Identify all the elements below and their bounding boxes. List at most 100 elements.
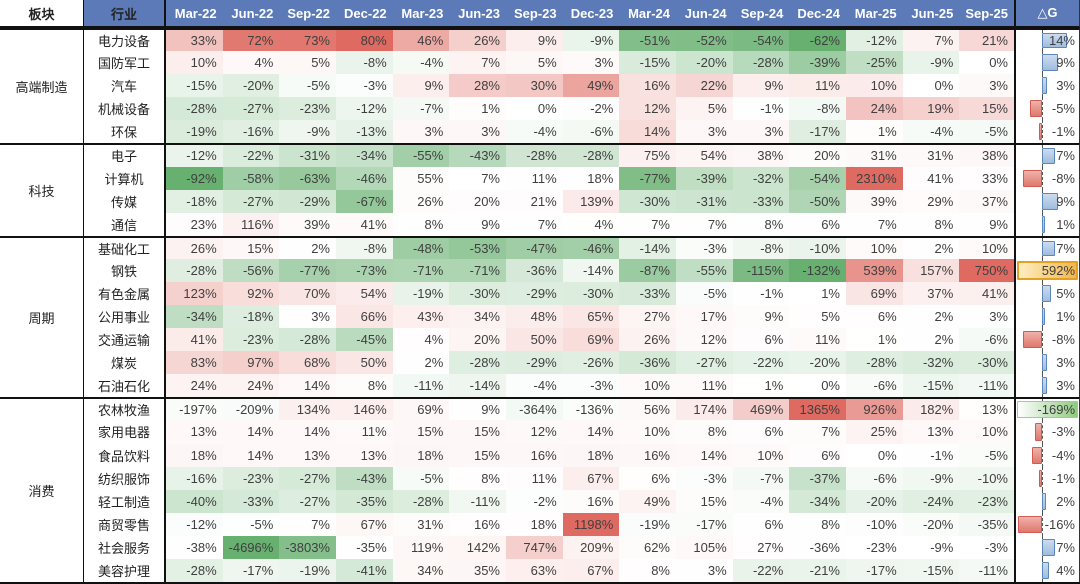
heatmap-cell: 1% (846, 328, 903, 352)
heatmap-cell: -10% (789, 235, 846, 259)
heatmap-cell: -28% (166, 558, 223, 582)
heatmap-cell: -43% (336, 466, 393, 490)
heatmap-cell: 2% (392, 351, 450, 375)
industry-label: 家用电器 (84, 420, 166, 444)
heatmap-cell: 20% (449, 189, 506, 213)
heatmap-cell: 157% (902, 258, 960, 282)
delta-zero-axis (1042, 166, 1043, 190)
heatmap-cell: -5% (392, 466, 450, 490)
heatmap-cell: 0% (902, 74, 960, 98)
heatmap-cell: 11% (506, 166, 563, 190)
heatmap-cell: 6% (619, 466, 676, 490)
heatmap-cell: -23% (279, 97, 336, 121)
heatmap-cell: 5% (506, 51, 563, 75)
delta-value: -8% (1051, 170, 1075, 186)
column-header-month: Dec-23 (562, 0, 620, 28)
heatmap-cell: 39% (279, 212, 336, 236)
heatmap-cell: 9% (449, 212, 506, 236)
heatmap-cell: 34% (392, 558, 450, 582)
heatmap-cell: 5% (676, 97, 733, 121)
heatmap-cell: 2% (902, 328, 960, 352)
heatmap-cell: 46% (392, 28, 450, 52)
heatmap-cell: -1% (902, 443, 960, 467)
heatmap-cell: -28% (279, 328, 336, 352)
delta-bar (1042, 240, 1055, 256)
heatmap-cell: 38% (732, 143, 790, 167)
heatmap-cell: 8% (619, 558, 676, 582)
heatmap-cell: -33% (619, 281, 676, 305)
heatmap-cell: -22% (732, 351, 790, 375)
heatmap-cell: 8% (676, 420, 733, 444)
heatmap-cell: 22% (676, 74, 733, 98)
heatmap-cell: -9% (902, 51, 960, 75)
heatmap-cell: 21% (506, 189, 563, 213)
delta-value: -8% (1051, 332, 1075, 348)
heatmap-cell: -5% (959, 443, 1016, 467)
heatmap-cell: -10% (959, 466, 1016, 490)
heatmap-cell: 5% (789, 305, 846, 329)
heatmap-cell: 67% (562, 466, 620, 490)
heatmap-cell: -14% (562, 258, 620, 282)
heatmap-cell: -55% (676, 258, 733, 282)
heatmap-cell: 6% (789, 212, 846, 236)
heatmap-cell: -15% (902, 374, 960, 398)
heatmap-cell: 26% (619, 328, 676, 352)
column-header-delta: △G (1016, 0, 1080, 28)
heatmap-cell: -30% (619, 189, 676, 213)
delta-value: -1% (1051, 470, 1075, 486)
heatmap-cell: 18% (562, 166, 620, 190)
heatmap-cell: -56% (222, 258, 280, 282)
heatmap-cell: -28% (562, 143, 620, 167)
heatmap-cell: 1% (732, 374, 790, 398)
heatmap-cell: -11% (959, 374, 1016, 398)
heatmap-cell: -19% (619, 512, 676, 536)
heatmap-cell: 41% (959, 281, 1016, 305)
industry-label: 国防军工 (84, 51, 166, 75)
heatmap-cell: -19% (166, 120, 223, 144)
heatmap-cell: -26% (562, 351, 620, 375)
heatmap-cell: -41% (336, 558, 393, 582)
heatmap-cell: -16% (222, 120, 280, 144)
heatmap-cell: 49% (619, 489, 676, 513)
heatmap-cell: -115% (732, 258, 790, 282)
delta-cell: -8% (1016, 166, 1080, 190)
heatmap-cell: 142% (449, 535, 506, 559)
heatmap-cell: -28% (732, 51, 790, 75)
heatmap-cell: 9% (959, 212, 1016, 236)
heatmap-cell: 3% (676, 558, 733, 582)
heatmap-cell: 38% (959, 143, 1016, 167)
industry-label: 社会服务 (84, 535, 166, 559)
heatmap-cell: 35% (449, 558, 506, 582)
heatmap-cell: -6% (959, 328, 1016, 352)
heatmap-cell: 10% (619, 374, 676, 398)
heatmap-cell: 8% (789, 512, 846, 536)
heatmap-cell: 80% (336, 28, 393, 52)
heatmap-cell: 65% (562, 305, 620, 329)
delta-cell: -8% (1016, 328, 1080, 352)
heatmap-cell: -31% (279, 143, 336, 167)
heatmap-cell: 49% (562, 74, 620, 98)
heatmap-cell: 11% (789, 74, 846, 98)
industry-label: 煤炭 (84, 351, 166, 375)
delta-bar (1035, 423, 1042, 441)
heatmap-cell: 69% (392, 397, 450, 421)
heatmap-cell: 24% (222, 374, 280, 398)
heatmap-cell: 539% (846, 258, 903, 282)
heatmap-cell: -5% (279, 74, 336, 98)
heatmap-cell: 8% (392, 212, 450, 236)
heatmap-cell: -48% (392, 235, 450, 259)
heatmap-cell: 92% (222, 281, 280, 305)
heatmap-cell: -36% (619, 351, 676, 375)
heatmap-cell: -18% (222, 305, 280, 329)
heatmap-cell: -23% (222, 466, 280, 490)
heatmap-cell: 7% (676, 212, 733, 236)
industry-label: 有色金属 (84, 281, 166, 305)
heatmap-cell: 7% (506, 212, 563, 236)
heatmap-cell: 26% (392, 189, 450, 213)
delta-bar (1017, 401, 1078, 419)
heatmap-cell: -4696% (222, 535, 280, 559)
delta-value: 3% (1056, 78, 1075, 94)
heatmap-cell: -12% (846, 28, 903, 52)
heatmap-cell: 11% (676, 374, 733, 398)
delta-cell: 1% (1016, 305, 1080, 329)
